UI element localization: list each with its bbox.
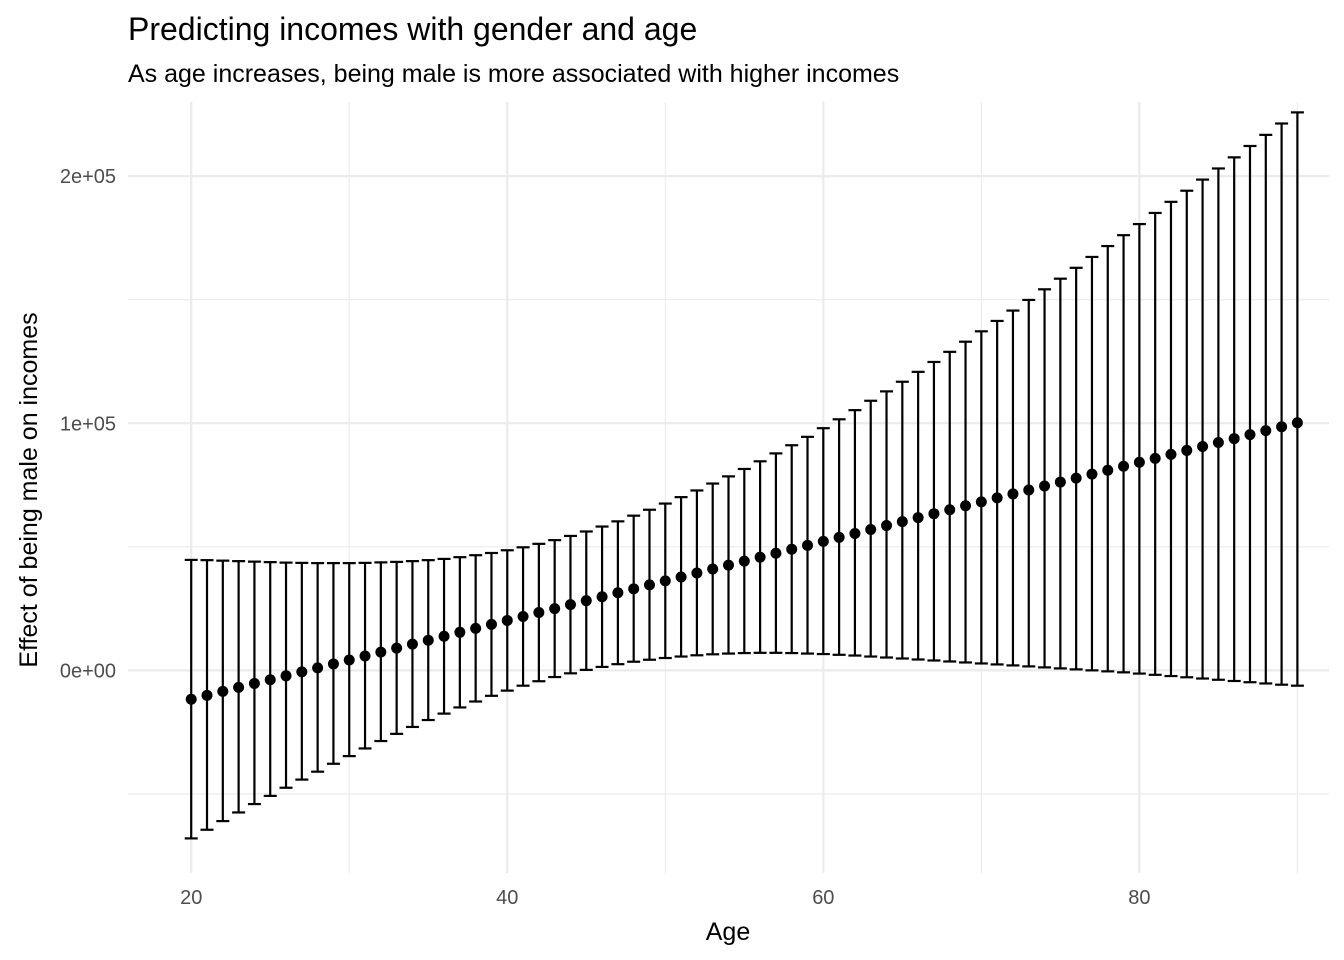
y-axis-label: Effect of being male on incomes [15, 312, 43, 667]
data-point [248, 677, 260, 689]
data-point [375, 646, 387, 658]
data-point [628, 583, 640, 595]
data-point [944, 504, 956, 516]
data-point [1023, 484, 1035, 496]
data-point [675, 571, 687, 583]
data-point [1070, 472, 1082, 484]
data-point [1228, 433, 1240, 445]
data-point [1102, 464, 1114, 476]
data-point [391, 642, 403, 654]
data-point [343, 654, 355, 666]
x-tick-label: 80 [1128, 887, 1150, 909]
data-point [485, 618, 497, 630]
data-point [1291, 417, 1303, 429]
data-point [470, 622, 482, 634]
data-point [422, 634, 434, 646]
data-point [1149, 452, 1161, 464]
data-point [912, 512, 924, 524]
data-point [707, 563, 719, 575]
data-point [359, 650, 371, 662]
points [185, 417, 1303, 705]
data-point [691, 567, 703, 579]
data-point [833, 531, 845, 543]
data-point [849, 527, 861, 539]
y-tick-label: 1e+05 [60, 413, 116, 435]
data-point [533, 607, 545, 619]
data-point [185, 693, 197, 705]
data-point [659, 575, 671, 587]
data-point [438, 630, 450, 642]
data-point [643, 579, 655, 591]
x-tick-label: 20 [180, 887, 202, 909]
data-point [201, 689, 213, 701]
data-point [1054, 476, 1066, 488]
data-point [960, 500, 972, 512]
data-point [580, 595, 592, 607]
data-point [1276, 421, 1288, 433]
data-point [1244, 429, 1256, 441]
data-point [802, 539, 814, 551]
data-point [1118, 460, 1130, 472]
data-point [1260, 425, 1272, 437]
data-point [549, 603, 561, 615]
data-point [1133, 456, 1145, 468]
data-point [896, 516, 908, 528]
data-point [596, 591, 608, 603]
data-point [612, 587, 624, 599]
data-point [327, 658, 339, 670]
data-point [406, 638, 418, 650]
data-point [501, 614, 513, 626]
chart-title: Predicting incomes with gender and age [128, 11, 697, 47]
y-tick-label: 2e+05 [60, 166, 116, 188]
data-point [738, 555, 750, 567]
x-tick-label: 40 [496, 887, 518, 909]
data-point [786, 543, 798, 555]
chart-subtitle: As age increases, being male is more ass… [128, 60, 899, 88]
data-point [454, 626, 466, 638]
data-point [991, 492, 1003, 504]
data-point [280, 670, 292, 682]
data-point [1007, 488, 1019, 500]
data-point [770, 547, 782, 559]
data-point [1086, 468, 1098, 480]
data-point [1039, 480, 1051, 492]
x-tick-label: 60 [812, 887, 834, 909]
error-bars [184, 111, 1304, 840]
y-tick-label: 0e+00 [60, 660, 116, 682]
data-point [217, 685, 229, 697]
data-point [723, 559, 734, 571]
data-point [233, 681, 245, 693]
data-point [928, 508, 940, 520]
x-axis-label: Age [706, 918, 750, 946]
data-point [264, 674, 276, 686]
data-point [296, 666, 308, 678]
data-point [1165, 448, 1177, 460]
data-point [754, 551, 766, 563]
axis-ticks: 20 40 60 80 0e+00 1e+05 2e+05 [60, 166, 1151, 909]
data-point [865, 524, 877, 536]
data-point [817, 535, 829, 547]
data-point [1212, 437, 1224, 449]
data-point [517, 610, 529, 622]
data-point [564, 599, 576, 611]
data-point [1197, 440, 1209, 452]
data-point [312, 662, 324, 674]
data-point [1181, 444, 1193, 456]
data-point [975, 496, 987, 508]
data-point [881, 520, 893, 532]
